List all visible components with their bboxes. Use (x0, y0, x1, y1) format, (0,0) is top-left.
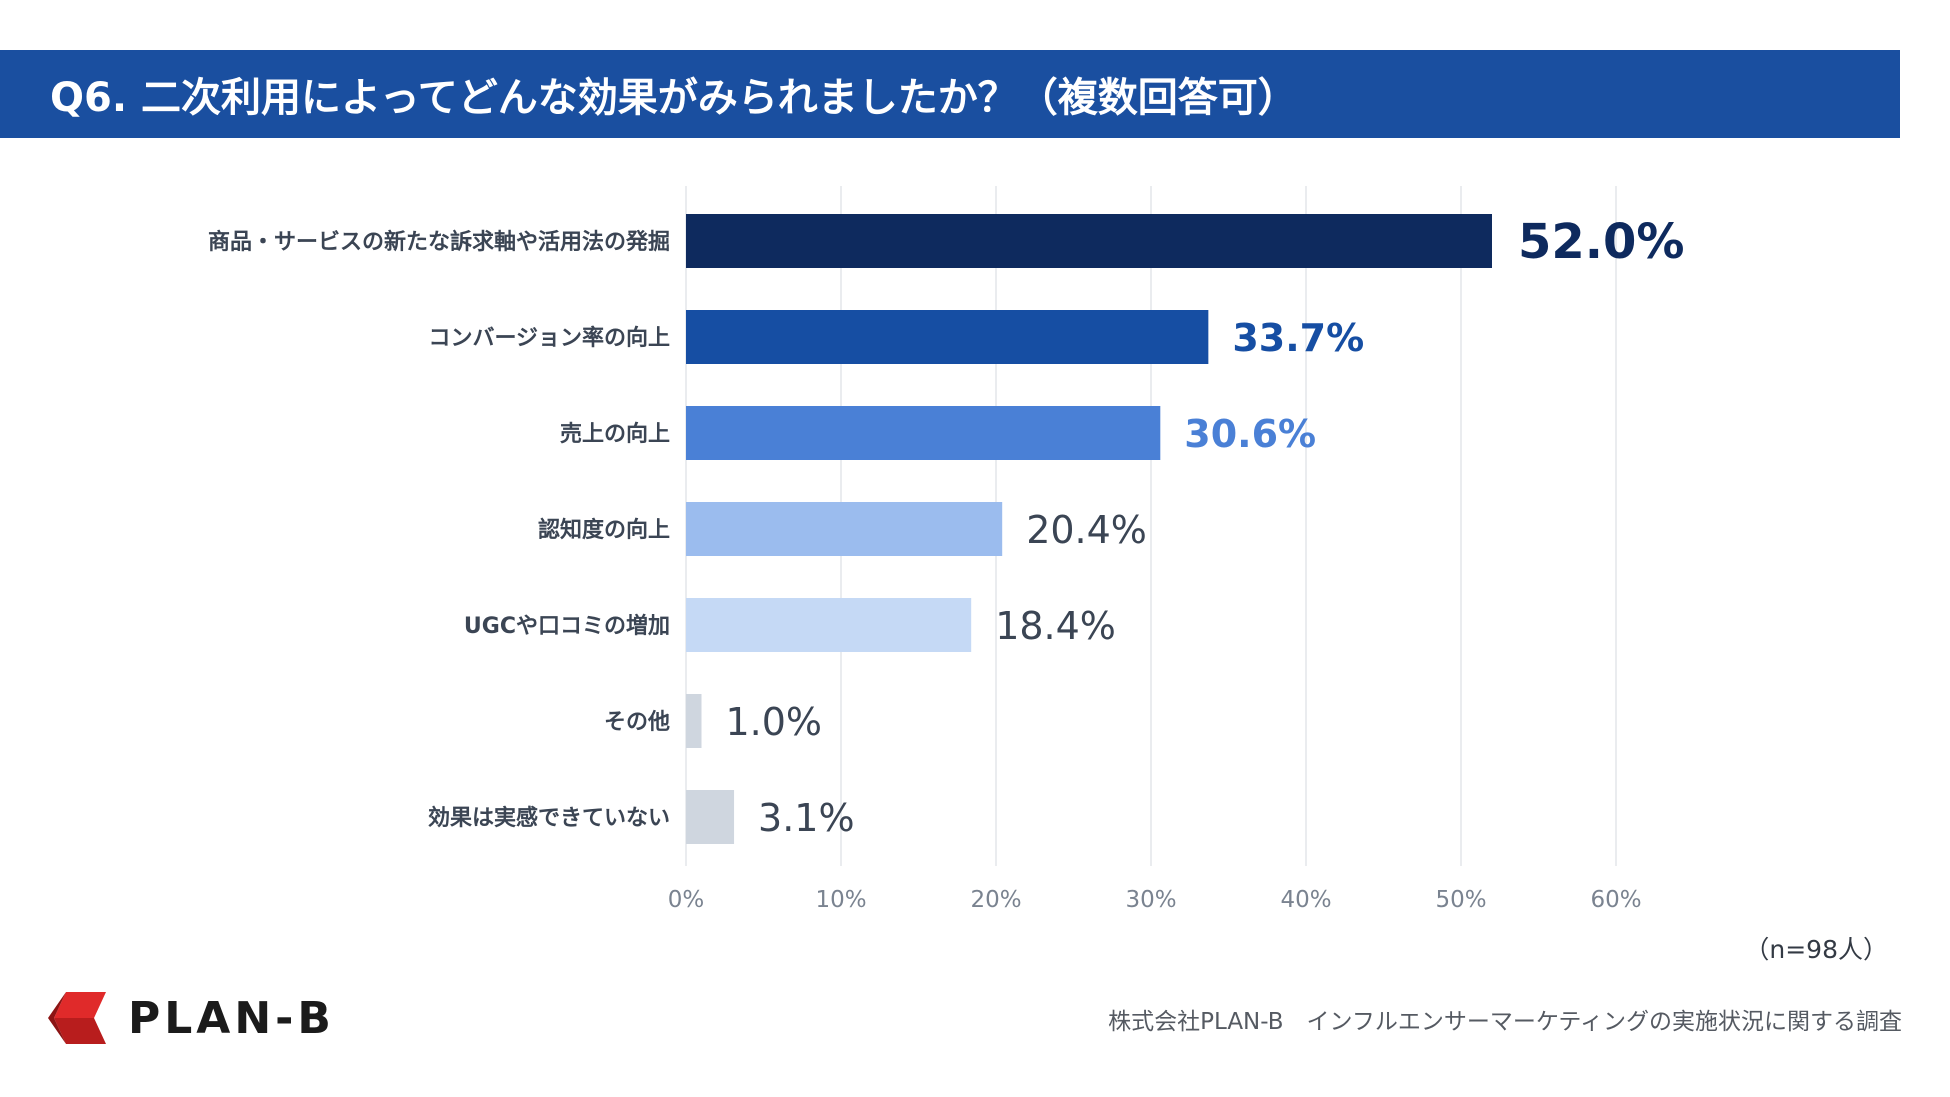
category-label: その他 (604, 710, 670, 735)
bar (686, 310, 1209, 364)
plan-b-logo: PLAN-B (48, 988, 335, 1048)
bar (686, 790, 735, 844)
plan-b-logo-icon (48, 992, 106, 1044)
category-label: 効果は実感できていない (428, 805, 670, 831)
value-label: 18.4% (995, 604, 1116, 648)
category-label: 売上の向上 (560, 421, 670, 447)
x-tick-label: 10% (815, 887, 866, 913)
bar (686, 598, 972, 652)
category-label: コンバージョン率の向上 (428, 325, 670, 351)
value-label: 33.7% (1232, 316, 1364, 360)
x-tick-label: 40% (1280, 887, 1331, 913)
bar (686, 694, 702, 748)
value-label: 20.4% (1026, 508, 1147, 552)
value-label: 1.0% (726, 700, 823, 744)
category-label: 商品・サービスの新たな訴求軸や活用法の発掘 (208, 229, 670, 255)
x-tick-label: 50% (1435, 887, 1486, 913)
category-label: 認知度の向上 (538, 517, 670, 543)
x-tick-label: 30% (1125, 887, 1176, 913)
value-label: 52.0% (1518, 214, 1685, 270)
footer-source: 株式会社PLAN-B インフルエンサーマーケティングの実施状況に関する調査 (1108, 1009, 1902, 1035)
header-bar: Q6. 二次利用によってどんな効果がみられましたか？（複数回答可） (0, 50, 1900, 138)
value-label: 3.1% (758, 796, 855, 840)
bar (686, 214, 1492, 268)
bar (686, 406, 1161, 460)
category-label: UGCや口コミの増加 (464, 613, 670, 639)
logo-text: PLAN-B (128, 992, 335, 1044)
page-title: Q6. 二次利用によってどんな効果がみられましたか？（複数回答可） (50, 75, 1298, 121)
x-tick-label: 60% (1590, 887, 1641, 913)
bar (686, 502, 1003, 556)
x-tick-label: 0% (668, 887, 705, 913)
sample-size-note: （n=98人） (1744, 935, 1888, 964)
x-tick-label: 20% (970, 887, 1021, 913)
value-label: 30.6% (1184, 412, 1316, 456)
